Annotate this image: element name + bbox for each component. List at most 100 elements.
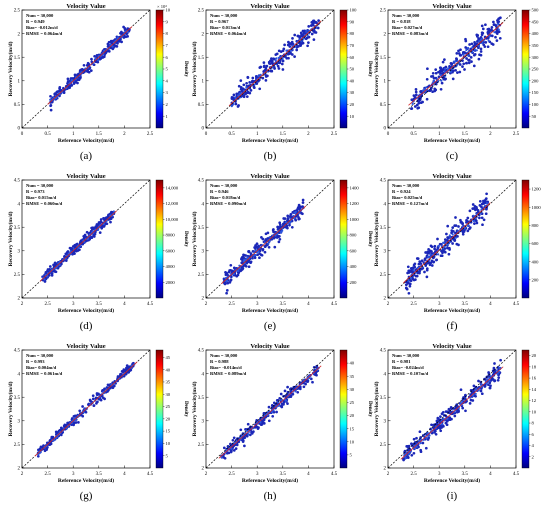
data-point: [301, 41, 305, 45]
y-tick-label: 4: [202, 372, 205, 377]
x-tick-label: 4.5: [147, 302, 154, 307]
data-point: [287, 56, 290, 60]
data-point: [488, 30, 491, 33]
data-point: [410, 98, 414, 102]
colorbar-tick-label: 2000: [166, 280, 176, 285]
data-point: [413, 262, 417, 266]
fit-line: [228, 20, 322, 107]
data-point: [468, 209, 472, 213]
data-point: [102, 225, 106, 228]
data-point: [484, 41, 488, 44]
data-point: [478, 40, 481, 43]
data-point: [424, 264, 428, 267]
data-point: [264, 238, 268, 241]
y-tick-label: 4.5: [14, 349, 21, 354]
data-point: [497, 20, 501, 23]
data-point: [254, 244, 257, 247]
x-tick-label: 4.5: [331, 302, 338, 307]
y-tick-label: 2.5: [198, 443, 205, 448]
data-point: [412, 94, 416, 97]
data-point: [478, 216, 481, 220]
data-point: [258, 256, 261, 260]
data-point: [493, 368, 496, 372]
colorbar-tick-label: 1200: [350, 201, 360, 206]
data-point: [281, 58, 284, 61]
data-point: [487, 383, 490, 387]
data-point: [455, 410, 459, 414]
data-point: [471, 46, 474, 49]
data-point: [247, 433, 250, 436]
data-point: [299, 31, 303, 35]
stat-annotation: RMSE = 0.064m/d: [210, 31, 247, 36]
data-point: [479, 50, 483, 53]
data-point: [296, 390, 300, 394]
data-point: [461, 406, 465, 410]
x-tick-label: 3.5: [280, 472, 287, 477]
data-point: [264, 79, 268, 82]
colorbar-tick-label: 5: [166, 67, 169, 72]
data-point: [406, 265, 410, 269]
data-point: [424, 251, 427, 254]
plot-frame: [387, 179, 517, 299]
data-point: [415, 436, 418, 440]
data-point: [234, 96, 237, 99]
data-point: [118, 39, 122, 43]
panel-label: (h): [264, 490, 277, 502]
colorbar-tick-label: 15: [350, 426, 355, 431]
data-point: [464, 37, 467, 41]
data-point: [63, 255, 66, 259]
data-point: [419, 450, 423, 454]
data-point: [242, 264, 245, 268]
data-point: [434, 432, 438, 436]
data-point: [241, 433, 244, 436]
fit-line: [39, 210, 117, 282]
data-point: [247, 250, 251, 254]
data-point: [286, 402, 289, 405]
data-point: [482, 218, 486, 222]
data-point: [278, 397, 282, 400]
data-point: [232, 449, 236, 452]
y-tick-label: 3.5: [14, 396, 21, 401]
data-point: [241, 267, 244, 271]
stat-annotation: Bias= -0.024m/d: [392, 365, 424, 370]
y-tick-label: 2.5: [14, 443, 21, 448]
colorbar: [521, 9, 530, 129]
data-point: [289, 395, 293, 399]
colorbar-tick-label: 16: [532, 376, 537, 381]
x-tick-label: 0.5: [410, 132, 417, 137]
data-point: [231, 438, 235, 442]
data-point: [461, 400, 464, 403]
data-point: [249, 89, 253, 92]
colorbar-tick-label: 30: [166, 392, 171, 397]
y-tick-label: 1.5: [380, 56, 387, 61]
data-point: [432, 423, 436, 427]
data-point: [270, 57, 273, 60]
data-point: [310, 32, 314, 36]
data-point: [458, 63, 462, 66]
y-tick-label: 1: [202, 80, 205, 85]
y-axis-label: Recovery Velocity(m/d): [7, 211, 14, 266]
data-point: [409, 276, 413, 280]
stat-annotation: RMSE = 0.083m/d: [392, 31, 429, 36]
colorbar-label: Density: [183, 401, 188, 418]
y-tick-label: 2: [384, 467, 387, 472]
data-point: [97, 228, 100, 231]
data-point: [463, 228, 466, 232]
data-point: [125, 366, 128, 370]
data-point: [410, 268, 414, 272]
data-point: [225, 279, 229, 282]
colorbar-tick-label: 250: [532, 67, 540, 72]
y-tick-label: 2: [202, 297, 205, 302]
data-point: [424, 446, 428, 450]
data-point: [105, 222, 109, 226]
colorbar-label: Density: [183, 231, 188, 248]
data-point: [425, 436, 428, 440]
data-point: [290, 53, 294, 56]
data-point: [429, 261, 433, 265]
x-axis-label: Reference Velocity(m/d): [424, 137, 480, 144]
x-axis-label: Reference Velocity(m/d): [58, 477, 114, 484]
stat-annotation: RMSE = 0.064m/d: [26, 31, 63, 36]
data-point: [313, 373, 317, 376]
data-point: [482, 202, 486, 205]
colorbar-tick-label: 4: [166, 78, 169, 83]
